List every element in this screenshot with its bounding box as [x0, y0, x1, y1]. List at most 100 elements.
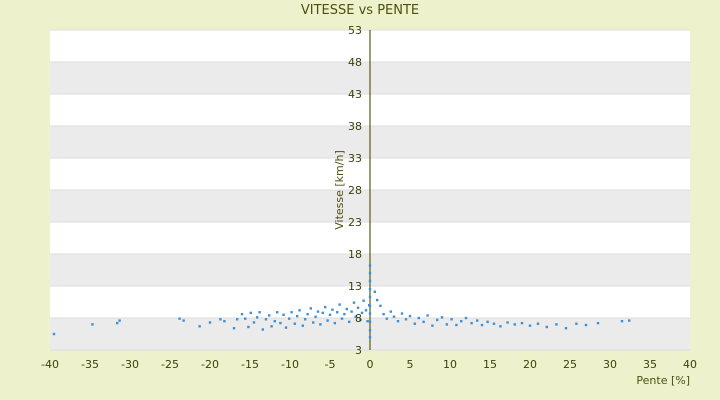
data-point	[324, 305, 327, 309]
x-tick-label: 5	[407, 358, 414, 371]
data-point	[450, 318, 453, 321]
x-tick-label: -5	[325, 358, 336, 371]
y-tick-label: 48	[348, 56, 362, 69]
data-point	[520, 321, 524, 325]
data-point	[620, 320, 624, 323]
x-axis-title: Pente [%]	[636, 374, 690, 387]
x-tick-label: -30	[121, 358, 139, 371]
data-point	[417, 316, 420, 320]
y-tick-label: 18	[348, 248, 362, 261]
data-point	[244, 317, 247, 320]
data-point	[359, 318, 362, 322]
data-point	[338, 303, 341, 306]
data-point	[368, 304, 372, 308]
data-point	[91, 323, 94, 326]
data-point	[276, 311, 279, 314]
data-point	[431, 324, 434, 327]
data-point	[392, 315, 396, 318]
data-point	[249, 311, 252, 315]
data-point	[350, 310, 353, 313]
data-point	[279, 321, 282, 325]
data-point	[348, 320, 351, 324]
data-point	[368, 295, 372, 299]
x-tick-label: 40	[683, 358, 697, 371]
x-tick-label: -15	[241, 358, 259, 371]
data-point	[331, 308, 334, 311]
data-point	[356, 306, 360, 309]
data-point	[284, 326, 288, 329]
data-point	[506, 321, 509, 324]
data-point	[389, 310, 392, 313]
data-point	[575, 322, 578, 325]
data-point	[436, 318, 439, 322]
data-point	[290, 311, 293, 314]
data-point	[492, 322, 496, 325]
data-point	[343, 312, 346, 316]
data-point	[314, 315, 317, 318]
data-point	[236, 318, 239, 321]
y-tick-label: 23	[348, 216, 362, 229]
data-point	[258, 311, 261, 314]
data-point	[354, 315, 357, 318]
data-point	[470, 321, 473, 325]
data-point	[232, 327, 236, 330]
data-point	[445, 323, 448, 326]
data-point	[345, 307, 348, 311]
data-point	[555, 323, 558, 326]
data-point	[422, 320, 425, 324]
data-point	[382, 312, 385, 316]
x-tick-label: 0	[367, 358, 374, 371]
y-axis-title: Vitesse [km/h]	[333, 150, 346, 230]
x-tick-label: -10	[281, 358, 299, 371]
data-point	[628, 319, 631, 322]
data-point	[366, 320, 369, 323]
data-point	[340, 317, 344, 320]
data-point	[596, 321, 600, 325]
data-point	[368, 279, 372, 283]
data-point	[379, 304, 382, 308]
data-point	[584, 323, 588, 327]
y-tick-label: 3	[355, 344, 362, 357]
data-point	[360, 311, 364, 315]
data-point	[368, 336, 372, 339]
data-point	[362, 299, 365, 302]
y-tick-label: 53	[348, 24, 362, 37]
data-point	[413, 322, 416, 325]
data-point	[499, 325, 502, 328]
data-point	[396, 320, 400, 323]
data-point	[316, 310, 320, 313]
data-point	[296, 314, 299, 318]
data-point	[328, 313, 332, 316]
data-point	[321, 311, 324, 315]
data-point	[480, 323, 484, 327]
data-point	[513, 323, 516, 326]
data-point	[368, 288, 372, 291]
data-point	[118, 319, 121, 322]
data-point	[352, 301, 356, 304]
data-point	[261, 328, 264, 331]
y-tick-label: 13	[348, 280, 362, 293]
data-point	[256, 316, 259, 319]
y-tick-label: 28	[348, 184, 362, 197]
data-point	[52, 332, 56, 336]
data-point	[400, 312, 404, 315]
chart-title: VITESSE vs PENTE	[301, 3, 419, 18]
data-point	[182, 319, 185, 322]
data-point	[319, 323, 322, 326]
data-point	[326, 319, 329, 322]
data-point	[309, 307, 312, 310]
data-point	[304, 318, 307, 321]
data-point	[208, 321, 212, 324]
x-tick-label: 20	[523, 358, 537, 371]
data-point	[240, 312, 244, 316]
data-point	[223, 320, 226, 323]
data-point	[426, 314, 429, 317]
data-point	[288, 317, 291, 320]
data-point	[408, 314, 412, 318]
data-point	[306, 312, 309, 316]
y-tick-label: 38	[348, 120, 362, 133]
x-tick-label: 35	[643, 358, 657, 371]
data-point	[476, 319, 479, 322]
data-point	[373, 290, 376, 293]
